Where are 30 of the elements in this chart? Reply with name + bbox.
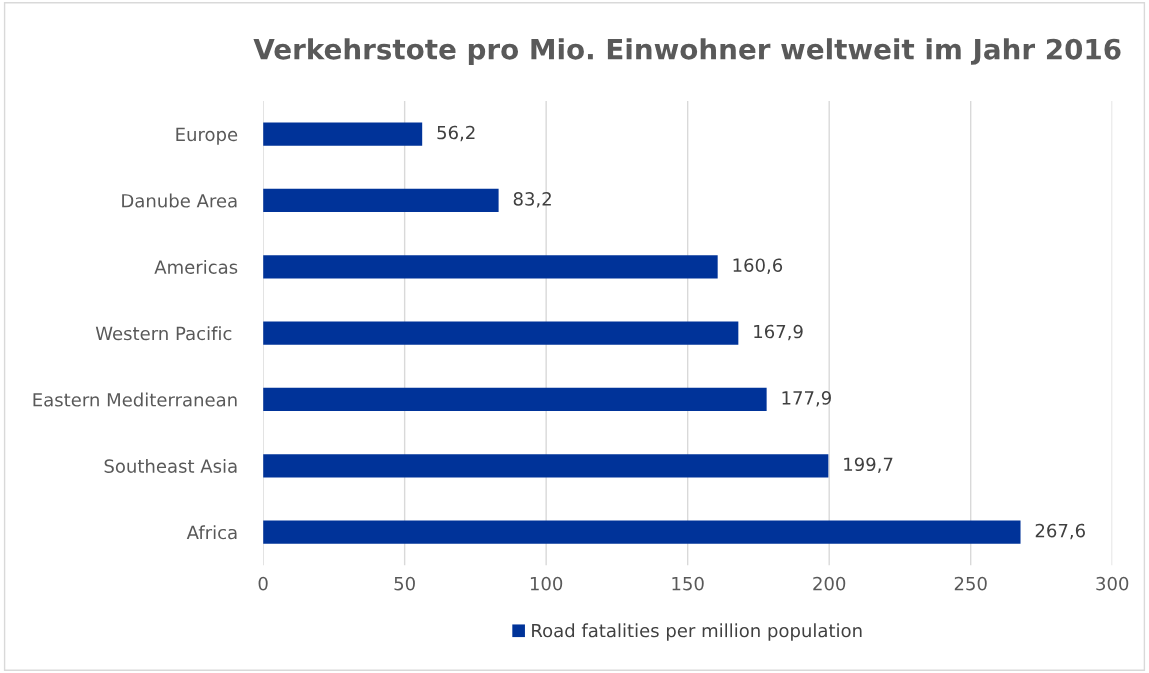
bar [263,122,423,146]
y-tick-label: Southeast Asia [104,458,237,473]
data-label: 199,7 [844,457,893,473]
bar [263,387,767,412]
x-tick-label: 0 [258,576,268,591]
y-tick-label: Eastern Mediterranean [33,392,237,407]
y-tick-label: Africa [186,525,237,540]
data-label: 83,2 [513,192,551,208]
chart-title: Verkehrstote pro Mio. Einwohner weltweit im Jahr 2016 [253,38,1121,66]
y-tick-label: Americas [154,259,238,274]
data-label: 167,9 [754,324,803,341]
x-tick-label: 100 [530,576,563,591]
bar [263,321,739,345]
bar [263,454,829,478]
legend-label: Road fatalities per million population [532,623,862,641]
x-tick-label: 250 [954,576,987,591]
bar [263,255,718,279]
y-tick-label: Europe [176,127,238,145]
bar [263,520,1021,544]
y-tick-label: Danube Area [122,193,237,208]
y-tick-label: Western Pacific [95,326,232,341]
x-tick-label: 300 [1096,576,1129,591]
data-label: 177,9 [782,391,831,407]
data-label: 160,6 [733,258,783,274]
data-label: 56,2 [437,125,475,142]
x-tick-label: 50 [394,576,415,591]
x-tick-label: 150 [672,576,704,591]
x-tick-label: 200 [813,576,846,591]
data-label: 267,6 [1035,523,1085,540]
bar [263,188,499,213]
